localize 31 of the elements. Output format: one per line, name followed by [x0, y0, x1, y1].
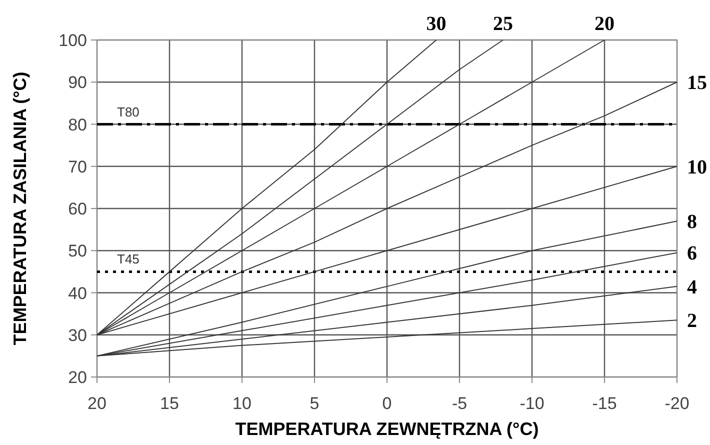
y-tick-label: 30	[68, 326, 87, 345]
y-tick-label: 90	[68, 73, 87, 92]
x-tick-label: 5	[310, 394, 320, 413]
series-label: 6	[687, 242, 697, 265]
y-axis-title: TEMPERATURA ZASILANIA (°C)	[10, 72, 30, 346]
x-tick-label: -5	[452, 394, 468, 413]
y-tick-label: 60	[68, 200, 87, 218]
series-label: 4	[687, 276, 697, 298]
y-tick-label: 50	[68, 242, 87, 261]
y-tick-label: 40	[68, 284, 87, 303]
x-axis-title: TEMPERATURA ZEWNĘTRZNA (°C)	[235, 419, 539, 439]
x-tick-label: 0	[382, 394, 392, 413]
ref-line-label: T45	[117, 252, 140, 267]
x-tick-label: 10	[232, 394, 252, 413]
series-label: 25	[493, 13, 513, 35]
series-label: 15	[687, 72, 707, 94]
series-label: 30	[426, 13, 446, 35]
x-tick-label: -20	[664, 394, 690, 413]
x-tick-label: -10	[520, 394, 544, 413]
x-tick-label: 20	[88, 394, 106, 413]
series-label: 8	[687, 211, 697, 234]
series-label: 20	[594, 13, 614, 35]
x-tick-label: -15	[592, 394, 617, 413]
y-tick-label: 100	[58, 31, 87, 50]
y-tick-label: 20	[68, 368, 87, 387]
x-tick-label: 15	[160, 394, 179, 413]
series-label: 10	[687, 156, 707, 178]
y-tick-label: 80	[68, 115, 87, 134]
y-tick-label: 70	[68, 157, 87, 176]
ref-line-label: T80	[117, 104, 140, 120]
series-label: 2	[687, 310, 697, 332]
